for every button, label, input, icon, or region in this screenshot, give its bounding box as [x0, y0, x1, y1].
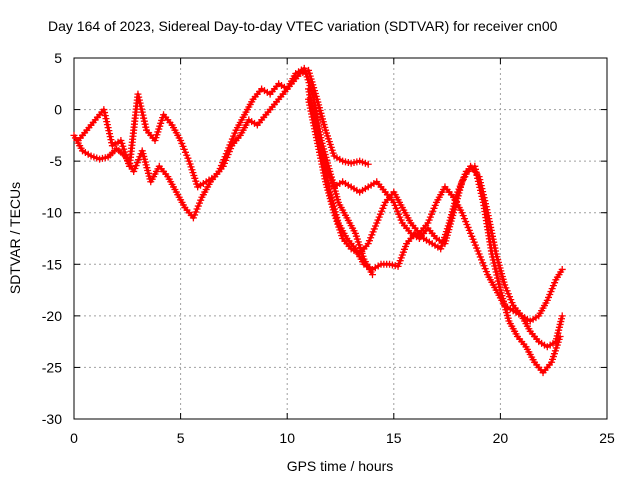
data-point-marker — [479, 195, 487, 203]
data-point-marker — [556, 332, 564, 340]
data-point-marker — [491, 262, 499, 270]
data-point-marker — [364, 160, 372, 168]
data-point-marker — [102, 115, 110, 123]
data-point-marker — [496, 283, 504, 291]
data-point-marker — [477, 189, 485, 197]
x-axis-label: GPS time / hours — [287, 458, 394, 474]
data-point-marker — [474, 177, 482, 185]
series-line — [311, 109, 562, 375]
data-point-marker — [138, 105, 146, 113]
x-tick-label: 15 — [386, 430, 402, 446]
data-point-marker — [477, 186, 485, 194]
data-point-marker — [495, 280, 503, 288]
y-tick-label: -5 — [50, 153, 63, 169]
x-tick-label: 0 — [70, 430, 78, 446]
data-point-marker — [558, 265, 566, 273]
data-point-marker — [138, 108, 146, 116]
y-tick-label: -30 — [42, 411, 62, 427]
data-point-marker — [135, 93, 143, 101]
x-tick-label: 5 — [177, 430, 185, 446]
data-point-marker — [107, 136, 115, 144]
data-point-marker — [103, 118, 111, 126]
data-point-marker — [475, 180, 483, 188]
y-tick-label: -15 — [42, 256, 62, 272]
data-point-marker — [140, 117, 148, 125]
data-point-marker — [493, 271, 501, 279]
data-point-marker — [101, 112, 109, 120]
data-point-marker — [492, 268, 500, 276]
data-point-marker — [489, 253, 497, 261]
data-point-marker — [489, 256, 497, 264]
data-point-marker — [142, 123, 150, 131]
data-point-marker — [106, 133, 114, 141]
x-tick-label: 25 — [599, 430, 615, 446]
data-point-marker — [108, 139, 116, 147]
data-point-marker — [136, 99, 144, 107]
data-point-marker — [137, 102, 145, 110]
series-track-4 — [305, 95, 566, 325]
data-point-marker — [494, 274, 502, 282]
data-point-marker — [141, 120, 149, 128]
data-point-marker — [100, 106, 108, 114]
y-tick-label: -25 — [42, 359, 62, 375]
data-point-marker — [476, 183, 484, 191]
data-point-marker — [473, 171, 481, 179]
data-point-marker — [104, 124, 112, 132]
data-point-marker — [106, 130, 114, 138]
data-point-marker — [135, 96, 143, 104]
data-point-marker — [471, 162, 479, 170]
y-axis-label: SDTVAR / TECUs — [7, 182, 23, 294]
data-point-marker — [558, 312, 566, 320]
data-point-marker — [494, 277, 502, 285]
ticks-layer: 0 5 10 15 20 25 -30 -25 -20 -15 -10 -5 0 5 — [42, 50, 615, 446]
series-track-2 — [74, 66, 372, 191]
y-tick-label: -10 — [42, 205, 62, 221]
data-point-marker — [472, 165, 480, 173]
data-point-marker — [488, 250, 496, 258]
data-point-marker — [140, 114, 148, 122]
data-point-marker — [478, 192, 486, 200]
data-point-marker — [472, 168, 480, 176]
y-tick-label: 5 — [54, 50, 62, 66]
data-point-marker — [139, 111, 147, 119]
series-track-5 — [309, 106, 564, 377]
y-tick-label: -20 — [42, 308, 62, 324]
data-point-marker — [103, 121, 111, 129]
data-point-marker — [101, 109, 109, 117]
data-point-marker — [134, 90, 142, 98]
chart-title: Day 164 of 2023, Sidereal Day-to-day VTE… — [48, 18, 558, 34]
data-point-marker — [490, 259, 498, 267]
axes-layer — [73, 57, 608, 420]
data-point-marker — [474, 174, 482, 182]
y-tick-label: 0 — [54, 102, 62, 118]
x-tick-label: 20 — [493, 430, 509, 446]
data-layer — [70, 64, 566, 377]
data-point-marker — [105, 127, 113, 135]
data-point-marker — [491, 265, 499, 273]
plot-frame — [73, 57, 608, 420]
x-tick-label: 10 — [279, 430, 295, 446]
